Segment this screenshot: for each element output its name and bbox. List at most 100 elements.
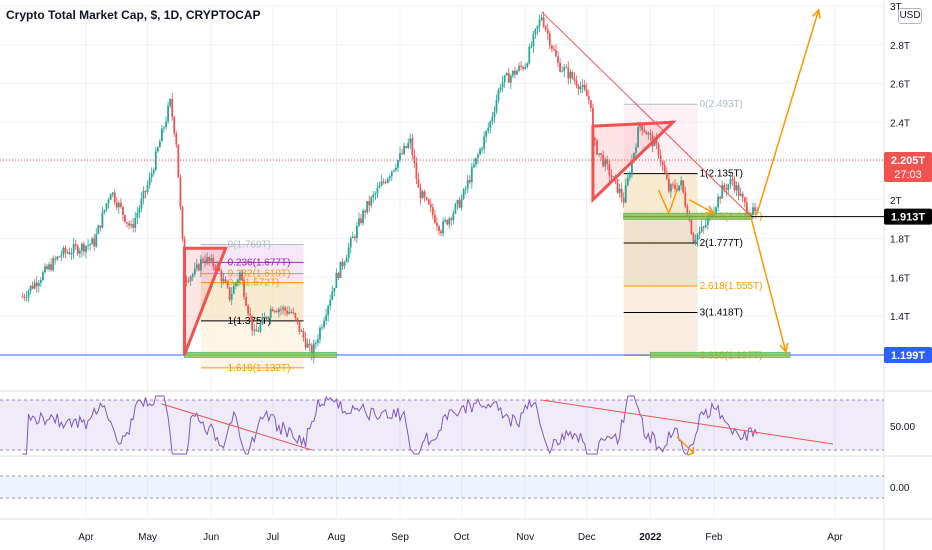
candle-body [731,179,734,181]
candle-body [516,70,518,75]
candle-body [236,280,239,284]
candle-body [485,131,488,137]
candle-body [692,234,695,243]
candle-up [107,197,110,209]
candle-up [278,307,280,318]
candle-body [50,264,53,271]
candle-up [148,172,151,189]
candle-down [173,115,176,137]
candle-body [25,297,28,299]
rsi-line [22,395,758,455]
candle-down [177,144,180,178]
candle-down [559,58,561,73]
candle-up [323,317,325,329]
candle-up [267,316,270,323]
candle-body [156,147,159,152]
candle-body [717,196,720,208]
candle-body [581,84,584,87]
projection-arrow-down-1 [689,199,715,214]
candle-body [37,283,40,287]
candle-body [745,202,748,216]
candle-body [29,285,32,291]
candle-body [635,147,637,153]
candle-body [115,202,118,208]
candle-body [214,266,217,271]
candle-down [119,198,122,209]
candle-body [132,224,135,228]
candle-up [312,338,315,364]
candle-down [265,316,268,322]
candle-down [433,210,436,225]
candle-down [514,66,516,79]
candle-down [181,205,184,242]
candle-body [561,70,564,72]
candle-body [388,176,391,179]
candle-up [479,147,481,156]
candle-down [405,145,408,149]
candle-body [505,73,508,76]
candle-up [505,71,508,77]
candle-down [725,183,728,197]
candle-up [729,172,732,189]
candle-body [565,67,568,69]
candle-up [530,41,533,49]
candle-body [616,179,619,193]
candle-down [661,160,664,171]
candle-down [719,195,722,204]
candle-up [156,146,159,153]
candle-body [602,154,605,167]
candle-up [670,183,672,198]
candle-up [532,30,535,53]
candle-body [670,184,672,192]
candle-up [403,142,406,156]
x-axis-tick-label: May [138,532,157,543]
candle-down [220,268,223,288]
candle-body [286,310,289,314]
candle-down [241,269,243,281]
candle-up [25,291,28,302]
candle-body [739,193,742,196]
fib-extension-2022 [623,103,698,356]
candle-down [436,217,438,231]
triangle-pattern-2022 [591,120,677,204]
candle-down [126,221,128,228]
y-axis-tick-label: 3T [890,2,902,13]
candle-up [269,305,272,325]
candle-body [460,198,463,208]
candle-body [66,252,69,254]
candle-body [509,75,512,83]
candle-body [150,173,153,178]
candle-down [255,323,258,332]
currency-button[interactable]: USD [898,8,922,24]
candle-body [111,192,114,195]
candle-body [296,317,299,322]
candle-up [154,146,157,172]
candle-body [477,154,479,159]
candle-body [579,86,582,90]
candle-body [85,245,87,252]
candle-body [661,161,664,166]
candle-down [247,303,250,317]
candle-body [154,151,157,171]
candle-body [134,218,137,228]
candle-body [600,153,603,155]
candle-body [676,188,678,191]
x-axis-tick-label: Oct [454,532,470,543]
candle-body [378,185,381,189]
candle-body [392,170,395,172]
candle-body [358,218,360,226]
candle-down [440,228,442,237]
candle-body [353,236,356,238]
candle-body [608,164,611,176]
candle-body [700,226,703,232]
candle-body [171,99,174,117]
candle-up [456,199,459,210]
candle-body [91,238,94,245]
candle-body [169,99,172,106]
candle-body [737,185,740,196]
price-tag-current-bg [884,152,932,183]
candle-down [616,179,619,194]
candle-body [113,192,116,203]
candle-body [265,317,268,319]
